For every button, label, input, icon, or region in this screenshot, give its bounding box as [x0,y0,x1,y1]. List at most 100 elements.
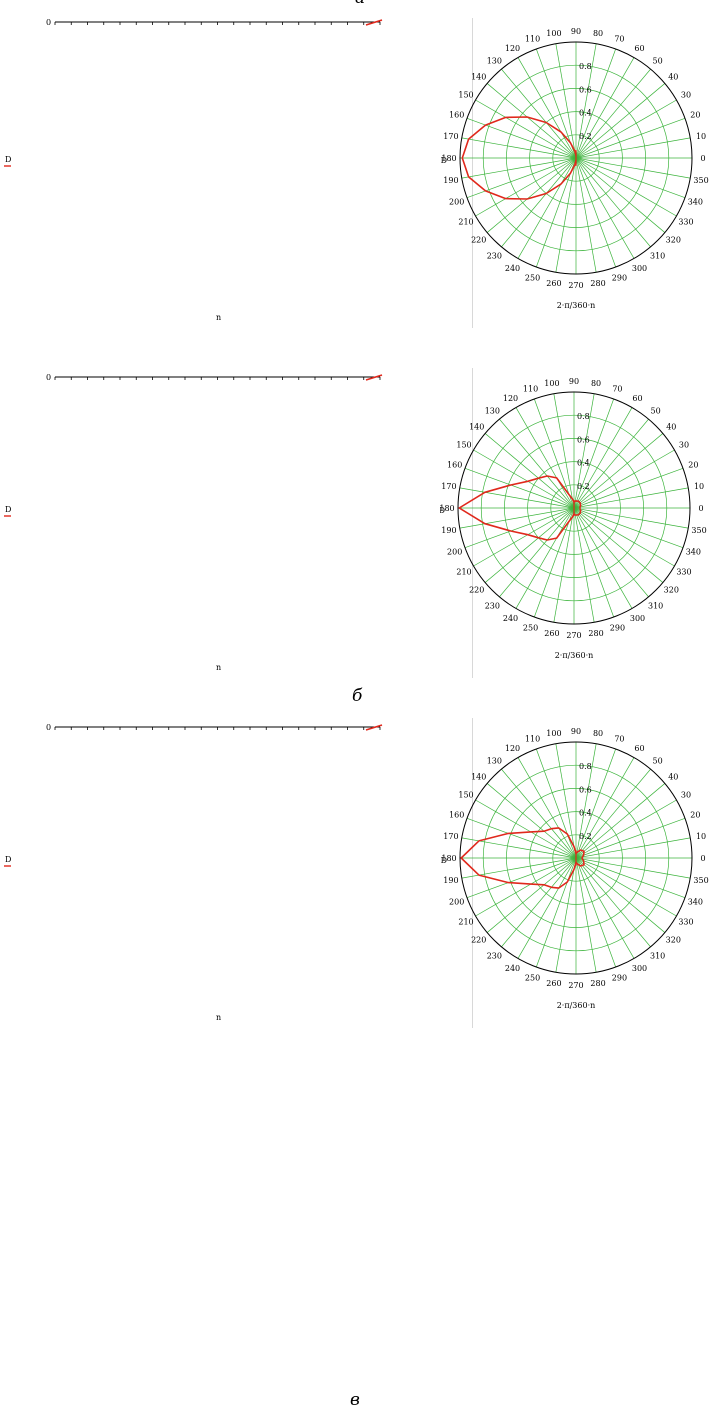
polar-plot: 0.2 0.4 0.6 0.8 0 10 20 30 40 50 60 70 80 90 100 110 120… [440,377,707,660]
angular-grid-spoke [575,748,617,859]
angular-grid-spoke [486,783,577,859]
polar-plot: 0.2 0.4 0.6 0.8 0 10 20 30 40 50 60 70 80 90 100 110 120… [441,727,709,1010]
plot-separator [472,18,473,328]
polar-data-curve [461,116,577,200]
angle-label: 2·π/360·n [557,301,596,310]
angle-tick-label: 170 [443,832,458,841]
radial-tick-label: 0.4 [577,459,590,468]
angle-tick-label: 10 [696,132,706,141]
angular-grid-spoke [573,487,689,509]
radial-tick-label: 0.2 [579,832,592,841]
angle-tick-label: 140 [471,772,486,781]
angular-grid-spoke [484,433,575,509]
angle-tick-label: 160 [447,461,462,470]
y-axis-tick-label: 0 [46,373,51,382]
angular-grid-spoke [535,48,577,159]
angular-grid-spoke [573,398,615,509]
angular-grid-spoke [517,857,577,959]
angle-tick-label: 130 [485,407,500,416]
angle-tick-label: 290 [610,623,625,632]
panel-label: б [352,686,363,706]
angular-grid-spoke [555,157,577,273]
angular-grid-spoke [575,837,691,859]
angular-grid-spoke [573,467,684,509]
angular-grid-spoke [573,507,689,529]
angle-tick-label: 60 [634,744,644,753]
angular-grid-spoke [486,157,577,233]
y-axis-label: D [5,155,11,164]
angle-tick-label: 330 [678,918,693,927]
radial-tick-label: 0.2 [577,482,590,491]
angular-grid-spoke [475,799,577,859]
angle-tick-label: 320 [666,236,681,245]
angular-grid-spoke [466,817,577,859]
angle-tick-label: 140 [469,422,484,431]
angular-grid-spoke [533,507,575,618]
angle-tick-label: 240 [505,264,520,273]
polar-outer-circle [457,391,691,625]
curve-end-mark [365,724,383,731]
curve-end-mark [365,19,383,26]
angle-tick-label: 190 [443,876,458,885]
angle-tick-label: 210 [458,918,473,927]
polar-outer-circle [459,741,693,975]
angle-tick-label: 290 [612,273,627,282]
angle-tick-label: 300 [632,264,647,273]
angle-tick-label: 10 [694,482,704,491]
angular-grid-spoke [573,449,675,509]
angle-tick-label: 30 [679,441,689,450]
angle-tick-label: 50 [653,757,663,766]
angle-tick-label: 210 [456,568,471,577]
angular-grid-spoke [535,857,577,968]
angular-grid-spoke [575,157,677,217]
angular-grid-spoke [486,857,577,933]
angle-tick-label: 180 [440,504,455,513]
angle-tick-label: 40 [668,772,678,781]
angular-grid-spoke [573,507,615,618]
angle-tick-label: 70 [614,735,624,744]
angle-tick-label: 330 [678,218,693,227]
radius-label: D [440,506,445,515]
angle-tick-label: 90 [571,727,581,736]
angular-grid-spoke [555,43,577,159]
angle-tick-label: 270 [568,981,583,990]
angle-tick-label: 20 [690,811,700,820]
angular-grid-spoke [575,99,677,159]
angle-tick-label: 200 [449,197,464,206]
angular-grid-spoke [475,157,577,217]
angle-tick-label: 0 [698,504,703,513]
angle-tick-label: 220 [469,586,484,595]
angular-grid-spoke [515,407,575,509]
angle-tick-label: 200 [447,547,462,556]
angular-grid-spoke [573,407,633,509]
angle-tick-label: 230 [485,601,500,610]
angle-tick-label: 260 [544,629,559,638]
angle-tick-label: 150 [458,91,473,100]
angle-tick-label: 310 [650,251,665,260]
angle-tick-label: 90 [571,27,581,36]
angular-grid-spoke [575,817,686,859]
angle-tick-label: 180 [441,854,456,863]
angle-tick-label: 120 [503,394,518,403]
plot-separator [472,368,473,678]
angle-tick-label: 250 [523,623,538,632]
angle-tick-label: 110 [525,735,540,744]
angle-tick-label: 150 [456,441,471,450]
plot-separator [472,718,473,1028]
angular-grid-spoke [575,43,597,159]
angular-grid-spoke [473,507,575,567]
angle-tick-label: 20 [688,461,698,470]
angular-grid-spoke [486,83,577,159]
radial-tick-label: 0.2 [579,132,592,141]
angle-tick-label: 270 [566,631,581,640]
angular-grid-spoke [573,418,649,509]
angle-tick-label: 90 [569,377,579,386]
angle-tick-label: 330 [676,568,691,577]
angular-grid-spoke [501,857,577,948]
angular-grid-spoke [575,157,686,199]
angular-grid-spoke [575,857,666,933]
angular-grid-spoke [575,857,617,968]
angular-grid-spoke [535,748,577,859]
angular-grid-spoke [464,467,575,509]
